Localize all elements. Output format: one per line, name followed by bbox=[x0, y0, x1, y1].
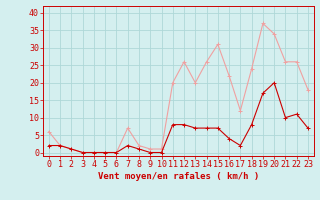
X-axis label: Vent moyen/en rafales ( km/h ): Vent moyen/en rafales ( km/h ) bbox=[98, 172, 259, 181]
